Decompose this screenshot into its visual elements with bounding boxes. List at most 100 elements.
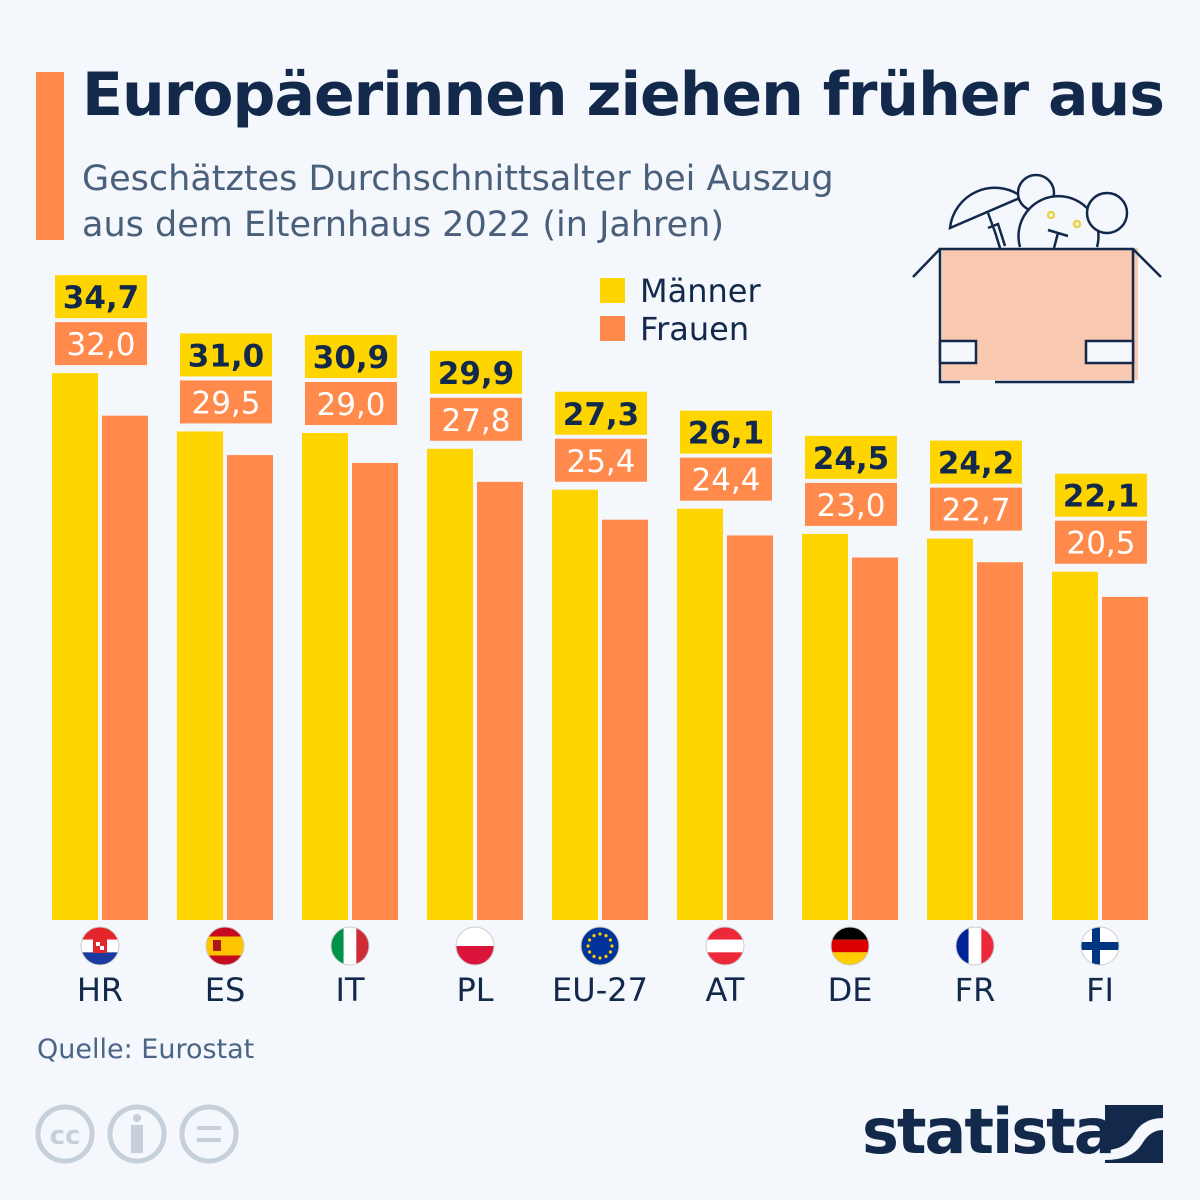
accent-bar xyxy=(36,72,64,240)
bar-maenner-hr xyxy=(52,373,98,920)
data-label-frauen: 23,0 xyxy=(816,488,885,524)
data-label-box xyxy=(680,457,772,501)
data-label-box xyxy=(180,333,272,377)
data-label-box xyxy=(930,440,1022,484)
bar-frauen-hr xyxy=(102,415,148,920)
bar-maenner-at xyxy=(677,508,723,920)
bar-group-eu-27: 27,3 25,4 EU-27 xyxy=(552,391,648,1009)
data-label-maenner: 30,9 xyxy=(313,340,390,376)
data-label-box xyxy=(55,322,147,366)
bar-maenner-eu-27 xyxy=(552,489,598,920)
france-flag-icon xyxy=(956,927,994,965)
bar-maenner-pl xyxy=(427,448,473,920)
bar-maenner-it xyxy=(302,433,348,920)
data-label-frauen: 27,8 xyxy=(441,403,510,439)
eu-flag-icon xyxy=(581,927,619,965)
legend: Männer Frauen xyxy=(600,272,761,348)
finland-flag-icon xyxy=(1081,927,1119,965)
data-label-frauen: 29,5 xyxy=(191,385,260,421)
data-label-frauen: 29,0 xyxy=(316,387,385,423)
x-tick-label: PL xyxy=(456,971,493,1009)
spain-flag-icon xyxy=(206,927,244,965)
x-tick-label: ES xyxy=(205,971,246,1009)
chart-subtitle: Geschätztes Durchschnittsalter bei Auszu… xyxy=(82,159,834,245)
bar-group-fr: 24,2 22,7 FR xyxy=(927,440,1023,1009)
data-label-box xyxy=(805,435,897,479)
bar-group-it: 30,9 29,0 IT xyxy=(302,335,398,1009)
bar-maenner-es xyxy=(177,431,223,920)
data-label-box xyxy=(930,487,1022,531)
data-label-maenner: 24,2 xyxy=(938,446,1015,482)
data-label-box xyxy=(180,380,272,424)
bar-frauen-es xyxy=(227,455,273,920)
data-label-box xyxy=(430,350,522,394)
bar-maenner-fr xyxy=(927,538,973,920)
data-label-frauen: 32,0 xyxy=(66,327,135,363)
chart-title: Europäerinnen ziehen früher aus xyxy=(82,60,1165,130)
data-label-box xyxy=(1055,520,1147,564)
data-label-box xyxy=(305,382,397,426)
data-label-maenner: 31,0 xyxy=(188,338,265,374)
italy-flag-icon xyxy=(331,927,369,965)
bar-frauen-fi xyxy=(1102,596,1148,920)
data-label-frauen: 20,5 xyxy=(1066,526,1135,562)
x-tick-label: FR xyxy=(955,971,996,1009)
x-tick-label: AT xyxy=(706,971,745,1009)
bar-maenner-de xyxy=(802,533,848,920)
data-label-box xyxy=(555,391,647,435)
source-note: Quelle: Eurostat xyxy=(37,1034,255,1065)
bar-group-es: 31,0 29,5 ES xyxy=(177,333,273,1009)
data-label-maenner: 29,9 xyxy=(438,356,515,392)
box-illustration-icon xyxy=(912,173,1162,384)
x-tick-label: FI xyxy=(1086,971,1114,1009)
data-label-maenner: 27,3 xyxy=(563,397,640,433)
bar-group-hr: 34,7 32,0 HR xyxy=(52,275,148,1009)
bar-frauen-de xyxy=(852,557,898,920)
bar-group-de: 24,5 23,0 DE xyxy=(802,435,898,1009)
legend-swatch-frauen xyxy=(600,316,625,341)
cc-icon xyxy=(35,1104,95,1164)
bar-frauen-at xyxy=(727,535,773,920)
bar-frauen-eu-27 xyxy=(602,519,648,920)
svg-text:cc: cc xyxy=(50,1121,81,1151)
bar-frauen-pl xyxy=(477,481,523,920)
germany-flag-icon xyxy=(831,927,869,965)
data-label-frauen: 22,7 xyxy=(941,493,1010,529)
x-tick-label: EU-27 xyxy=(552,971,648,1009)
bar-group-at: 26,1 24,4 AT xyxy=(677,410,773,1009)
legend-swatch-maenner xyxy=(600,278,625,303)
data-label-maenner: 24,5 xyxy=(813,441,890,477)
data-label-box xyxy=(305,335,397,379)
data-label-box xyxy=(805,482,897,526)
bar-frauen-it xyxy=(352,462,398,920)
legend-label-maenner: Männer xyxy=(640,272,761,310)
bar-group-pl: 29,9 27,8 PL xyxy=(427,350,523,1009)
austria-flag-icon xyxy=(706,927,744,965)
data-label-box xyxy=(55,275,147,319)
croatia-flag-icon xyxy=(81,927,119,965)
x-tick-label: IT xyxy=(336,971,365,1009)
data-label-box xyxy=(430,397,522,441)
data-label-box xyxy=(1055,473,1147,517)
data-label-maenner: 34,7 xyxy=(63,280,140,316)
x-tick-label: HR xyxy=(77,971,123,1009)
data-label-maenner: 26,1 xyxy=(688,416,765,452)
bar-maenner-fi xyxy=(1052,571,1098,920)
bar-group-fi: 22,1 20,5 FI xyxy=(1052,473,1148,1009)
data-label-frauen: 24,4 xyxy=(691,463,760,499)
legend-label-frauen: Frauen xyxy=(640,310,749,348)
statista-logo-icon xyxy=(1105,1105,1163,1163)
attribution-icon xyxy=(107,1104,167,1164)
statista-wordmark: statista xyxy=(862,1095,1116,1168)
no-derivatives-icon xyxy=(179,1104,239,1164)
x-tick-label: DE xyxy=(828,971,873,1009)
bar-frauen-fr xyxy=(977,562,1023,920)
cc-license-icons: cc xyxy=(35,1104,239,1164)
poland-flag-icon xyxy=(456,927,494,965)
data-label-frauen: 25,4 xyxy=(566,444,635,480)
data-label-box xyxy=(555,438,647,482)
data-label-maenner: 22,1 xyxy=(1063,479,1140,515)
data-label-box xyxy=(680,410,772,454)
